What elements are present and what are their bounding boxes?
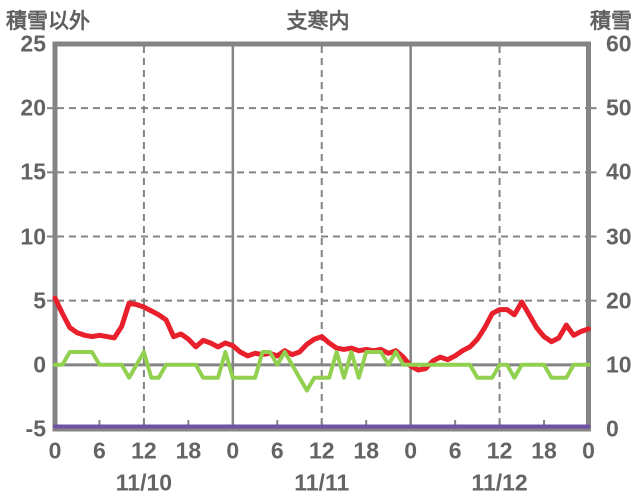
right-axis-tick-label: 0 (606, 415, 619, 442)
right-axis-tick-label: 30 (606, 223, 632, 249)
x-axis-hour-label: 6 (93, 437, 106, 464)
right-axis-tick-label: 60 (606, 30, 632, 57)
x-axis-hour-label: 12 (486, 437, 513, 464)
x-axis-date-label: 11/12 (471, 469, 528, 496)
left-axis-tick-label: 0 (33, 351, 46, 378)
left-axis-title: 積雪以外 (6, 10, 90, 33)
x-axis-hour-label: 18 (353, 437, 379, 464)
left-axis-tick-label: 20 (20, 94, 46, 121)
x-axis-hour-label: 12 (131, 437, 157, 464)
x-axis-hour-label: 18 (175, 437, 202, 464)
left-axis-tick-label: 5 (33, 287, 46, 314)
left-axis-tick-label: 15 (20, 158, 46, 185)
red-line (52, 295, 591, 373)
right-axis-tick-label: 10 (606, 351, 632, 378)
x-axis-hour-label: 18 (531, 437, 557, 464)
left-axis-tick-label: -5 (25, 415, 46, 442)
x-axis-hour-label: 6 (448, 437, 462, 464)
right-axis-tick-label: 50 (606, 94, 632, 121)
right-axis-tick-label: 20 (606, 287, 632, 314)
chart-title: 支寒内 (286, 10, 350, 33)
x-axis-hour-label: 6 (270, 437, 284, 464)
green-line (53, 350, 591, 393)
left-axis-tick-label: 25 (20, 30, 46, 57)
x-axis-date-label: 11/10 (115, 469, 173, 496)
x-axis-hour-label: 0 (48, 437, 62, 464)
left-axis-tick-label: 10 (20, 223, 46, 249)
plot-border (52, 41, 591, 432)
x-axis-date-label: 11/11 (294, 469, 350, 496)
x-axis-hour-label: 12 (308, 437, 335, 464)
right-axis-tick-label: 40 (606, 158, 632, 185)
x-axis-hour-label: 0 (404, 437, 418, 464)
x-axis-hour-label: 0 (582, 437, 595, 464)
x-axis-hour-label: 0 (226, 437, 240, 464)
right-axis-title: 積雪 (590, 10, 632, 33)
